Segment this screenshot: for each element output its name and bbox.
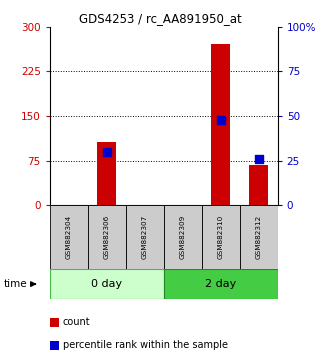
Bar <box>88 205 126 269</box>
Text: time: time <box>3 279 27 289</box>
Bar <box>50 205 88 269</box>
Bar <box>164 205 202 269</box>
Text: 2 day: 2 day <box>205 279 236 289</box>
Bar <box>126 205 164 269</box>
Text: count: count <box>63 317 90 327</box>
Bar <box>211 45 230 205</box>
Point <box>218 117 223 122</box>
Text: GSM882306: GSM882306 <box>104 215 110 259</box>
Point <box>104 149 109 154</box>
Text: GDS4253 / rc_AA891950_at: GDS4253 / rc_AA891950_at <box>79 12 242 25</box>
Bar <box>164 269 278 299</box>
Text: GSM882312: GSM882312 <box>256 215 262 259</box>
Text: GSM882309: GSM882309 <box>180 215 186 259</box>
Bar <box>240 205 278 269</box>
Bar <box>202 205 240 269</box>
Point <box>256 156 261 162</box>
Bar <box>50 269 164 299</box>
Text: percentile rank within the sample: percentile rank within the sample <box>63 340 228 350</box>
Text: GSM882307: GSM882307 <box>142 215 148 259</box>
Text: GSM882304: GSM882304 <box>66 215 72 259</box>
Text: GSM882310: GSM882310 <box>218 215 224 259</box>
Bar <box>249 165 268 205</box>
Text: 0 day: 0 day <box>91 279 122 289</box>
Bar <box>97 142 116 205</box>
